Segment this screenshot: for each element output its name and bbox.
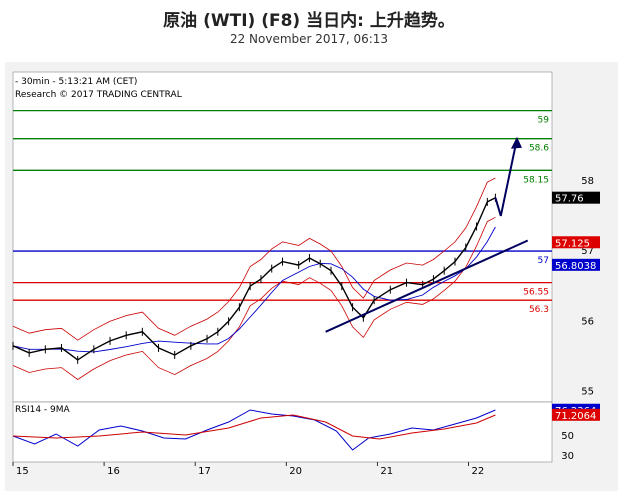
rsi-line <box>12 409 496 451</box>
rsi-marker-1: 71.2064 <box>555 411 596 422</box>
timeframe-label: - 30min - 5:13:21 AM (CET) <box>15 77 137 87</box>
rsi-label: RSI14 - 9MA <box>15 405 71 415</box>
rsi-marker-bg-1 <box>552 408 600 421</box>
level-label-3: 57 <box>538 256 549 266</box>
forecast-arrow-head <box>510 136 522 149</box>
price-marker-bg-2 <box>552 258 600 271</box>
price-marker-bg-1 <box>552 236 600 249</box>
copyright-label: Research © 2017 TRADING CENTRAL <box>15 90 182 100</box>
x-tick-2: 17 <box>198 466 211 477</box>
x-tick-5: 22 <box>471 466 484 477</box>
price-marker-bg-0 <box>552 191 600 204</box>
rsi-ma-line <box>12 414 496 440</box>
price-tick-2: 56 <box>581 316 594 327</box>
support-trendline <box>325 239 529 333</box>
level-label-5: 56.3 <box>529 305 549 315</box>
price-tick-3: 55 <box>581 386 594 397</box>
price-marker-1: 57.125 <box>555 238 590 249</box>
lower-band-line <box>12 216 496 380</box>
price-tick-0: 58 <box>581 176 594 187</box>
x-tick-1: 16 <box>107 466 120 477</box>
report-date: 22 November 2017, 06:13 <box>229 32 389 46</box>
price-panel <box>12 71 553 403</box>
moving-average-line <box>12 226 496 353</box>
x-tick-3: 20 <box>289 466 302 477</box>
rsi-tick-2: 30 <box>561 451 574 462</box>
level-label-0: 59 <box>538 116 550 126</box>
price-marker-2: 56.8038 <box>555 261 596 272</box>
x-tick-4: 21 <box>380 466 393 477</box>
rsi-panel <box>12 401 553 463</box>
rsi-tick-1: 50 <box>561 431 574 442</box>
price-marker-0: 57.76 <box>555 194 584 205</box>
level-label-4: 56.55 <box>523 288 549 298</box>
forecast-arrow-line <box>494 138 518 217</box>
page-title: 原油 (WTI) (F8) 当日内: 上升趋势。 <box>163 11 455 31</box>
level-label-2: 58.15 <box>523 175 549 185</box>
level-label-1: 58.6 <box>529 144 549 154</box>
upper-band-line <box>12 177 496 341</box>
price-tick-1: 57 <box>581 246 594 257</box>
x-tick-0: 15 <box>16 466 29 477</box>
price-line <box>12 197 496 361</box>
